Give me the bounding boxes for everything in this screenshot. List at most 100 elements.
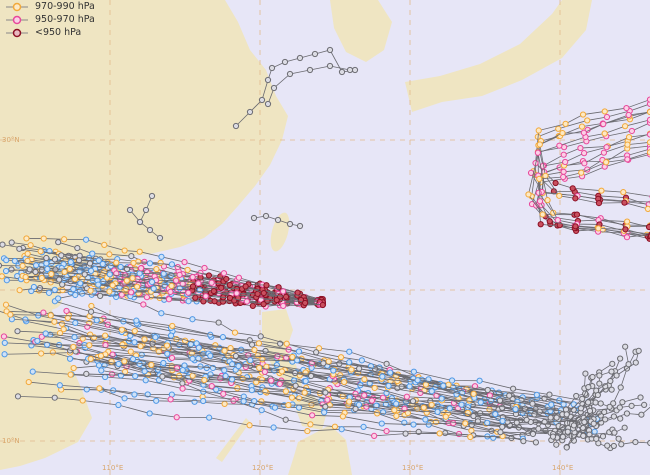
track-point: [512, 406, 519, 413]
track-point: [414, 377, 421, 384]
track-point: [280, 302, 287, 310]
track-point: [497, 429, 504, 436]
track-point: [8, 266, 15, 273]
track-point: [55, 239, 62, 246]
track-point: [262, 212, 270, 220]
track-point: [264, 76, 272, 84]
track-point: [434, 408, 441, 415]
track-point: [621, 424, 628, 431]
track-point: [115, 360, 122, 368]
track-point: [165, 296, 173, 303]
track-point: [51, 256, 59, 263]
track-point: [132, 373, 139, 380]
track-point: [535, 425, 542, 432]
track-point: [109, 371, 116, 378]
track-point: [121, 247, 128, 254]
track-point: [610, 442, 617, 450]
track-point: [585, 399, 592, 406]
track-point: [260, 289, 267, 297]
track-point: [624, 141, 631, 148]
track-point: [56, 276, 63, 283]
track-point: [646, 139, 650, 146]
track-point: [578, 169, 585, 176]
track-point: [99, 260, 106, 268]
track-point: [346, 66, 354, 74]
track-point: [374, 410, 381, 417]
track-line: [538, 151, 650, 237]
track-point: [221, 347, 228, 354]
track-point: [118, 326, 126, 333]
track-point: [97, 292, 104, 299]
track-point: [618, 441, 625, 448]
track-point: [185, 289, 192, 296]
track-point: [48, 270, 55, 278]
track-point: [285, 401, 292, 409]
track-point: [24, 257, 31, 265]
track-point: [525, 191, 532, 198]
track-point: [2, 267, 10, 275]
track-point: [47, 312, 54, 319]
track-point: [450, 419, 457, 427]
track-line: [129, 209, 161, 239]
track-point: [3, 277, 10, 284]
track-point: [192, 294, 199, 301]
track-point: [393, 412, 400, 420]
track-point: [243, 298, 250, 305]
track-point: [173, 365, 181, 372]
track-point: [578, 123, 586, 130]
track-point: [403, 393, 410, 400]
track-point: [622, 226, 629, 233]
track-point: [148, 361, 155, 368]
track-point: [645, 223, 650, 231]
track-point: [128, 252, 135, 260]
track-point: [37, 248, 44, 255]
track-point: [72, 319, 79, 326]
track-point: [153, 265, 160, 273]
track-point: [131, 339, 138, 346]
track-point: [523, 416, 530, 423]
lon-label-130e: 130°E: [402, 464, 424, 472]
track-point: [560, 168, 567, 175]
track-point: [0, 241, 6, 248]
track-point: [77, 280, 84, 287]
track-point: [55, 295, 62, 302]
track-point: [106, 288, 113, 295]
track-point: [594, 391, 601, 399]
track-point: [83, 386, 90, 393]
track-point: [569, 185, 576, 192]
track-point: [43, 260, 50, 267]
track-point: [96, 385, 103, 392]
track-point: [608, 368, 615, 375]
track-point: [286, 220, 294, 228]
track-point: [440, 382, 447, 389]
track-point: [572, 223, 579, 230]
track-point: [595, 225, 602, 232]
track: [232, 46, 359, 130]
track-point: [45, 289, 53, 296]
track-point: [322, 403, 329, 410]
track-point: [249, 302, 256, 310]
track-point: [625, 134, 633, 141]
track-point: [238, 346, 245, 353]
track-point: [156, 234, 164, 242]
track-point: [361, 392, 368, 399]
track-point: [346, 398, 353, 405]
track-point: [436, 430, 443, 437]
land-palawan: [216, 418, 250, 462]
track-point: [624, 156, 631, 163]
track-point: [586, 407, 594, 414]
track: [264, 62, 354, 108]
track-line: [26, 320, 577, 411]
legend-label: 970-990 hPa: [35, 1, 95, 12]
track-point: [49, 349, 56, 356]
track-point: [448, 377, 456, 384]
track-point: [322, 389, 329, 396]
track-point: [607, 377, 614, 385]
track-point: [44, 265, 51, 273]
track-point: [160, 270, 167, 277]
track: [136, 192, 156, 226]
track-point: [646, 131, 650, 138]
track-point: [280, 288, 287, 295]
track-point: [23, 235, 30, 242]
track-point: [38, 266, 45, 273]
